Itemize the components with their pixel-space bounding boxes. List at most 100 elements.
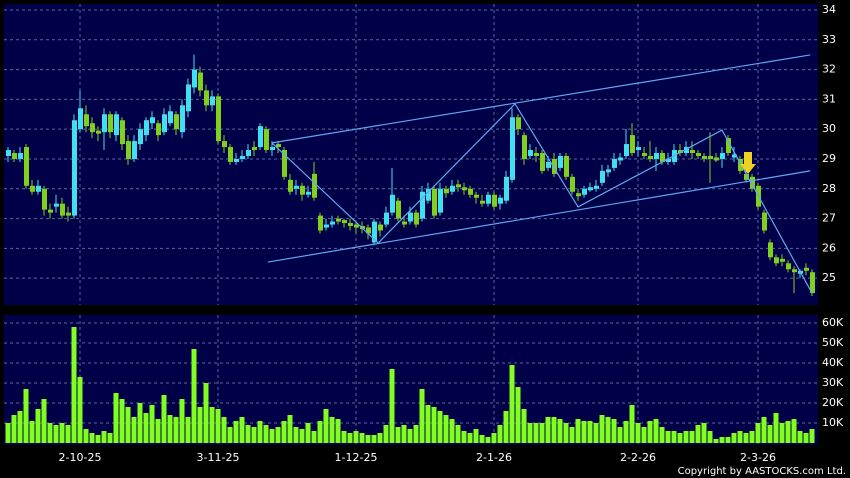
candle-body <box>114 114 119 136</box>
price-panel <box>4 4 818 305</box>
candle-body <box>138 129 143 145</box>
volume-bar <box>107 433 113 443</box>
candle-body <box>330 221 335 225</box>
volume-bar <box>41 399 47 443</box>
volume-bar <box>17 411 23 443</box>
candle-body <box>336 218 341 222</box>
volume-bar <box>161 395 167 443</box>
volume-bar <box>629 405 635 443</box>
volume-tick-label: 60K <box>822 316 844 329</box>
volume-bar <box>569 427 575 443</box>
candle-body <box>624 144 629 156</box>
volume-bar <box>95 435 101 443</box>
candle-body <box>762 212 767 231</box>
candle-body <box>732 154 737 158</box>
candle-body <box>276 144 281 148</box>
volume-bar <box>773 413 779 443</box>
volume-bar <box>521 409 527 443</box>
volume-bar <box>497 425 503 443</box>
candle-body <box>102 114 107 133</box>
volume-bar <box>299 429 305 443</box>
volume-bar <box>191 349 197 443</box>
volume-bar <box>203 383 209 443</box>
candle-body <box>324 224 329 228</box>
volume-bar <box>581 421 587 443</box>
candle-body <box>684 147 689 154</box>
copyright: Copyright by AASTOCKS.com Ltd. <box>678 466 846 477</box>
volume-bar <box>737 431 743 443</box>
candle-body <box>594 185 599 189</box>
candle-body <box>804 267 809 271</box>
candle-body <box>462 187 467 191</box>
volume-bar <box>809 429 815 443</box>
trend-line <box>271 54 811 144</box>
signal-arrow <box>740 152 756 174</box>
candle-body <box>540 153 545 171</box>
candle-body <box>348 223 353 227</box>
volume-bar <box>65 425 71 443</box>
volume-bar <box>419 389 425 443</box>
volume-bar <box>377 433 383 443</box>
volume-bar <box>767 425 773 443</box>
candle-body <box>96 130 101 134</box>
candle-body <box>744 173 749 180</box>
volume-bar <box>431 407 437 443</box>
candle-body <box>618 157 623 161</box>
candle-body <box>150 117 155 124</box>
candle-body <box>216 96 221 142</box>
candle-body <box>252 147 257 151</box>
candle-body <box>714 157 719 161</box>
volume-bar <box>725 437 731 443</box>
volume-bar <box>785 421 791 443</box>
volume-bar <box>599 415 605 443</box>
volume-bar <box>485 437 491 443</box>
candle-body <box>234 158 239 162</box>
volume-bar <box>311 431 317 443</box>
volume-bar <box>563 423 569 443</box>
candle-body <box>492 194 497 207</box>
volume-bar <box>545 417 551 443</box>
volume-bar <box>77 377 83 443</box>
volume-bar <box>335 419 341 443</box>
candle-body <box>600 170 605 183</box>
volume-bar <box>371 435 377 443</box>
volume-bar <box>263 425 269 443</box>
candle-body <box>126 141 131 159</box>
volume-bar <box>701 423 707 443</box>
volume-bar <box>539 423 545 443</box>
volume-bar <box>449 419 455 443</box>
candle-body <box>48 209 53 213</box>
candle-body <box>720 153 725 159</box>
candle-body <box>120 120 125 145</box>
y-tick-label: 25 <box>822 271 836 284</box>
candle-body <box>24 147 29 186</box>
candle-body <box>576 193 581 197</box>
candle-body <box>288 179 293 192</box>
candle-body <box>474 194 479 198</box>
candle-body <box>318 215 323 231</box>
volume-tick-label: 10K <box>822 416 844 429</box>
candle-body <box>132 141 137 159</box>
candle-body <box>810 272 815 294</box>
volume-bar <box>575 419 581 443</box>
y-tick-label: 29 <box>822 152 836 165</box>
volume-bar <box>167 415 173 443</box>
candle-body <box>438 188 443 213</box>
x-tick-label: 1-12-25 <box>335 451 378 464</box>
volume-bar <box>5 423 11 443</box>
y-tick-label: 33 <box>822 33 836 46</box>
volume-bar <box>653 419 659 443</box>
volume-bar <box>305 423 311 443</box>
candle-body <box>750 176 755 189</box>
candle-body <box>498 197 503 204</box>
volume-tick-label: 40K <box>822 356 844 369</box>
candle-body <box>534 153 539 156</box>
candle-body <box>642 153 647 156</box>
candle-body <box>222 141 227 148</box>
candle-body <box>516 117 521 130</box>
volume-bar <box>617 427 623 443</box>
candle-body <box>174 114 179 130</box>
candle-body <box>312 173 317 198</box>
candle-body <box>246 150 251 156</box>
